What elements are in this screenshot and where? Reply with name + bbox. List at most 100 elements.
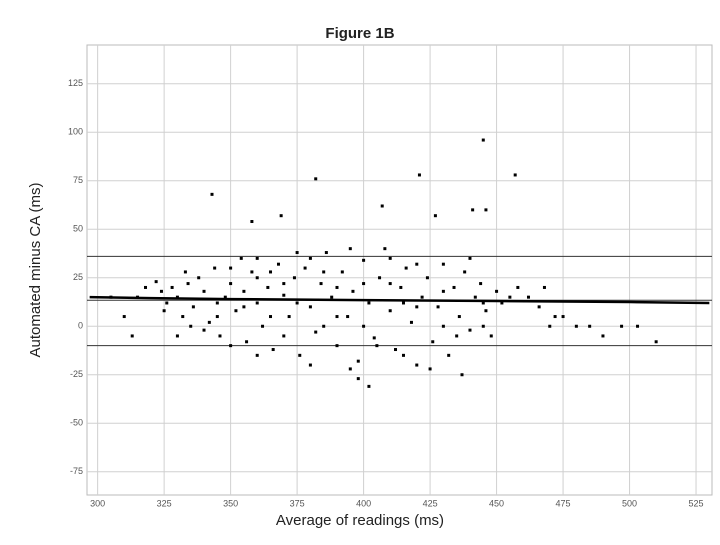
point: [335, 315, 339, 319]
point: [255, 276, 259, 280]
point: [250, 220, 254, 224]
point: [250, 270, 254, 274]
point: [388, 282, 392, 286]
point: [181, 315, 185, 319]
point: [484, 208, 488, 212]
point: [574, 324, 578, 328]
point: [255, 353, 259, 357]
point: [420, 295, 424, 299]
point: [229, 344, 233, 348]
point: [415, 305, 419, 309]
x-tick-label: 375: [290, 498, 305, 508]
x-tick-label: 450: [489, 498, 504, 508]
point: [351, 289, 355, 293]
point: [314, 177, 318, 181]
point: [455, 334, 459, 338]
point: [322, 324, 326, 328]
point: [415, 363, 419, 367]
point: [279, 214, 283, 218]
point: [484, 309, 488, 313]
point: [335, 285, 339, 289]
point: [282, 282, 286, 286]
point: [378, 276, 382, 280]
point: [239, 256, 243, 260]
point: [213, 266, 217, 270]
point: [346, 315, 350, 319]
point: [165, 301, 169, 305]
point: [303, 266, 307, 270]
point: [561, 315, 565, 319]
y-tick-label: 100: [68, 127, 83, 137]
point: [330, 295, 334, 299]
point: [447, 353, 451, 357]
y-axis-label: Automated minus CA (ms): [27, 182, 44, 357]
x-tick-label: 300: [90, 498, 105, 508]
point: [553, 315, 557, 319]
point: [436, 305, 440, 309]
point: [242, 289, 246, 293]
point: [473, 295, 477, 299]
point: [441, 262, 445, 266]
point: [441, 324, 445, 328]
point: [308, 305, 312, 309]
point: [468, 256, 472, 260]
point: [417, 173, 421, 177]
point: [399, 285, 403, 289]
point: [322, 270, 326, 274]
x-tick-label: 350: [223, 498, 238, 508]
point: [362, 282, 366, 286]
point: [154, 280, 158, 284]
x-tick-label: 400: [356, 498, 371, 508]
x-axis-label: Average of readings (ms): [276, 512, 444, 529]
point: [175, 295, 179, 299]
point: [276, 262, 280, 266]
point: [308, 363, 312, 367]
point: [526, 295, 530, 299]
point: [433, 214, 437, 218]
point: [479, 282, 483, 286]
point: [516, 285, 520, 289]
point: [481, 324, 485, 328]
point: [215, 315, 219, 319]
point: [269, 315, 273, 319]
point: [189, 324, 193, 328]
point: [223, 295, 227, 299]
point: [324, 251, 328, 255]
x-tick-label: 500: [622, 498, 637, 508]
point: [292, 276, 296, 280]
y-tick-label: -75: [70, 466, 83, 476]
x-tick-label: 425: [423, 498, 438, 508]
point: [255, 256, 259, 260]
point: [654, 340, 658, 344]
point: [372, 336, 376, 340]
x-tick-label: 475: [556, 498, 571, 508]
point: [404, 266, 408, 270]
point: [269, 270, 273, 274]
chart-title: Figure 1B: [325, 25, 394, 42]
y-tick-label: 125: [68, 78, 83, 88]
point: [186, 282, 190, 286]
point: [409, 320, 413, 324]
point: [375, 344, 379, 348]
point: [367, 384, 371, 388]
point: [282, 293, 286, 297]
point: [348, 367, 352, 371]
point: [367, 301, 371, 305]
point: [255, 301, 259, 305]
point: [295, 301, 299, 305]
smooth-line: [89, 295, 710, 305]
point: [229, 282, 233, 286]
point: [170, 285, 174, 289]
point: [441, 289, 445, 293]
point: [508, 295, 512, 299]
point: [588, 324, 592, 328]
point: [144, 285, 148, 289]
point: [340, 270, 344, 274]
point: [215, 301, 219, 305]
point: [513, 173, 517, 177]
point: [197, 276, 201, 280]
point: [457, 315, 461, 319]
point: [388, 309, 392, 313]
point: [383, 247, 387, 251]
